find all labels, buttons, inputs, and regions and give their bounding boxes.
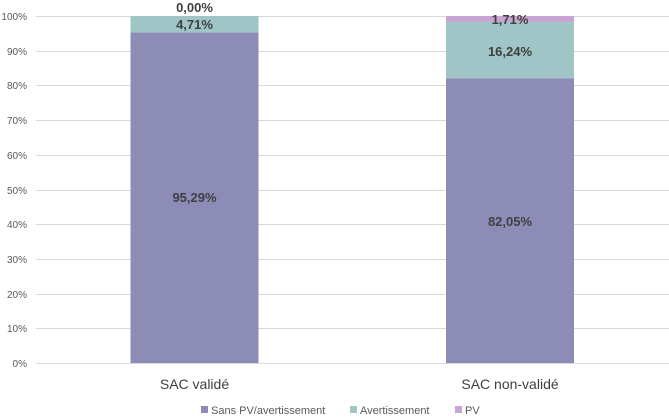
- y-tick-label: 70%: [7, 116, 27, 127]
- legend-label: Sans PV/avertissement: [211, 405, 325, 417]
- data-label: 0,00%: [176, 0, 213, 15]
- data-labels: 95,29% 82,05% 4,71% 16,24% 0,00% 1,71%: [172, 0, 532, 229]
- data-label: 95,29%: [172, 190, 217, 205]
- y-tick-label: 90%: [7, 47, 27, 58]
- data-label: 16,24%: [488, 44, 533, 59]
- y-tick-label: 50%: [7, 186, 27, 197]
- y-tick-label: 30%: [7, 255, 27, 266]
- legend-swatch: [350, 406, 357, 413]
- legend-label: Avertissement: [360, 405, 430, 417]
- y-tick-label: 60%: [7, 151, 27, 162]
- y-tick-label: 80%: [7, 81, 27, 92]
- y-tick-label: 20%: [7, 290, 27, 301]
- data-label: 1,71%: [492, 12, 529, 27]
- bar-segment: [130, 16, 259, 33]
- bar-segment: [130, 32, 259, 364]
- legend-swatch: [201, 406, 208, 413]
- y-tick-label: 10%: [7, 324, 27, 335]
- legend: Sans PV/avertissement Avertissement PV: [201, 405, 480, 417]
- bar-segment: [446, 21, 574, 79]
- y-tick-label: 0%: [13, 359, 28, 370]
- data-label: 4,71%: [176, 17, 213, 32]
- x-category-label: SAC non-validé: [461, 376, 558, 392]
- y-tick-label: 40%: [7, 220, 27, 231]
- y-tick-label: 100%: [1, 12, 27, 23]
- bar-segment: [446, 78, 574, 363]
- legend-label: PV: [465, 405, 480, 417]
- legend-swatch: [455, 406, 462, 413]
- x-axis-category-labels: SAC validé SAC non-validé: [160, 376, 559, 392]
- y-axis-tick-labels: 0% 10% 20% 30% 40% 50% 60% 70% 80% 90% 100%: [1, 12, 27, 370]
- data-label: 82,05%: [488, 214, 533, 229]
- x-category-label: SAC validé: [160, 376, 229, 392]
- bars: [130, 16, 574, 364]
- bar-segment: [446, 16, 574, 22]
